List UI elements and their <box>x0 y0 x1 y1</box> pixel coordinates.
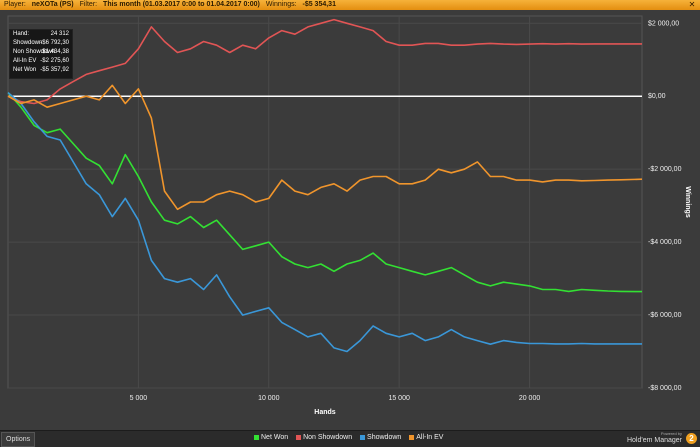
legend-item-net-won[interactable]: Net Won <box>254 434 288 441</box>
x-tick-label: 10 000 <box>258 395 280 402</box>
options-button[interactable]: Options <box>1 432 36 447</box>
legend-swatch <box>254 434 259 440</box>
winnings-label: Winnings: <box>265 1 297 8</box>
stats-label: Hand: <box>13 31 30 37</box>
y-tick-label: -$4 000,00 <box>648 239 682 246</box>
stats-value: -$5 357,92 <box>40 67 69 73</box>
powered-by: Powered by Hold'em Manager <box>627 431 682 445</box>
legend-label: Non Showdown <box>303 434 353 441</box>
stats-panel: Hand: 24 312 Showdown -$6 792,30 Non Showd… <box>9 29 73 79</box>
y-tick-label: -$2 000,00 <box>648 166 682 173</box>
player-name: neXOTa (PS) <box>31 1 74 8</box>
series-line-showdown <box>7 91 642 353</box>
stats-row-net-won: Net Won -$5 357,92 <box>10 66 72 75</box>
legend-swatch <box>360 434 366 440</box>
legend-item-allin-ev[interactable]: All-In EV <box>409 434 443 441</box>
legend-swatch <box>409 434 415 440</box>
stats-row-non-showdown: Non Showdown $1 434,38 <box>10 48 72 57</box>
stats-label: Showdown <box>13 40 43 46</box>
stats-label: Non Showdown <box>13 49 56 55</box>
filter-label: Filter: <box>79 1 98 8</box>
chart-legend: Net Won Non Showdown Showdown All-In EV <box>254 434 449 441</box>
y-tick-label: -$8 000,00 <box>648 385 682 392</box>
legend-item-non-showdown[interactable]: Non Showdown <box>296 434 352 441</box>
series-line-non-showdown <box>7 18 642 105</box>
winnings-value: -$5 354,31 <box>302 1 336 8</box>
hm2-logo-icon: 2 <box>686 433 697 444</box>
series-line-all-in-ev <box>7 84 643 211</box>
x-tick-label: 15 000 <box>388 395 410 402</box>
graph-area: $2 000,00 $0,00 -$2 000,00 -$4 000,00 -$6 00… <box>0 10 700 430</box>
y-tick-label: -$6 000,00 <box>648 312 682 319</box>
stats-row-allin-ev: All-In EV -$2 275,60 <box>10 57 72 66</box>
brand-name: Hold'em Manager <box>626 437 682 444</box>
stats-label: Net Won <box>13 67 37 73</box>
filter-value: This month (01.03.2017 0:00 to 01.04.201… <box>103 1 260 8</box>
stats-row-showdown: Showdown -$6 792,30 <box>10 39 72 48</box>
x-axis-label: Hands <box>314 409 336 416</box>
x-tick-label: 20 000 <box>519 395 541 402</box>
legend-swatch <box>296 434 302 440</box>
y-tick-label: $0,00 <box>648 93 666 100</box>
series-line-net-won <box>7 92 643 293</box>
stats-row-hands: Hand: 24 312 <box>10 30 72 39</box>
legend-item-showdown[interactable]: Showdown <box>360 434 401 441</box>
bottom-bar: Options Net Won Non Showdown Showdown Al… <box>0 430 700 447</box>
plot-area <box>7 15 643 389</box>
x-tick-label: 5 000 <box>130 395 148 402</box>
close-icon[interactable]: ✕ <box>688 0 696 9</box>
y-tick-label: $2 000,00 <box>648 20 679 27</box>
stats-value: -$6 792,30 <box>40 40 69 46</box>
legend-label: Net Won <box>261 434 289 441</box>
stats-label: All-In EV <box>13 58 37 64</box>
y-axis-label: Winnings <box>684 186 691 218</box>
legend-label: Showdown <box>367 434 402 441</box>
powered-by-text: Powered by <box>660 431 682 436</box>
player-label: Player: <box>4 1 26 8</box>
stats-value: -$2 275,60 <box>40 58 69 64</box>
stats-value: 24 312 <box>50 31 69 37</box>
legend-label: All-In EV <box>416 434 444 441</box>
winnings-chart: $2 000,00 $0,00 -$2 000,00 -$4 000,00 -$6 00… <box>7 15 691 416</box>
title-bar: Player: neXOTa (PS) Filter: This month (… <box>0 0 700 10</box>
stats-value: $1 434,38 <box>42 49 69 55</box>
